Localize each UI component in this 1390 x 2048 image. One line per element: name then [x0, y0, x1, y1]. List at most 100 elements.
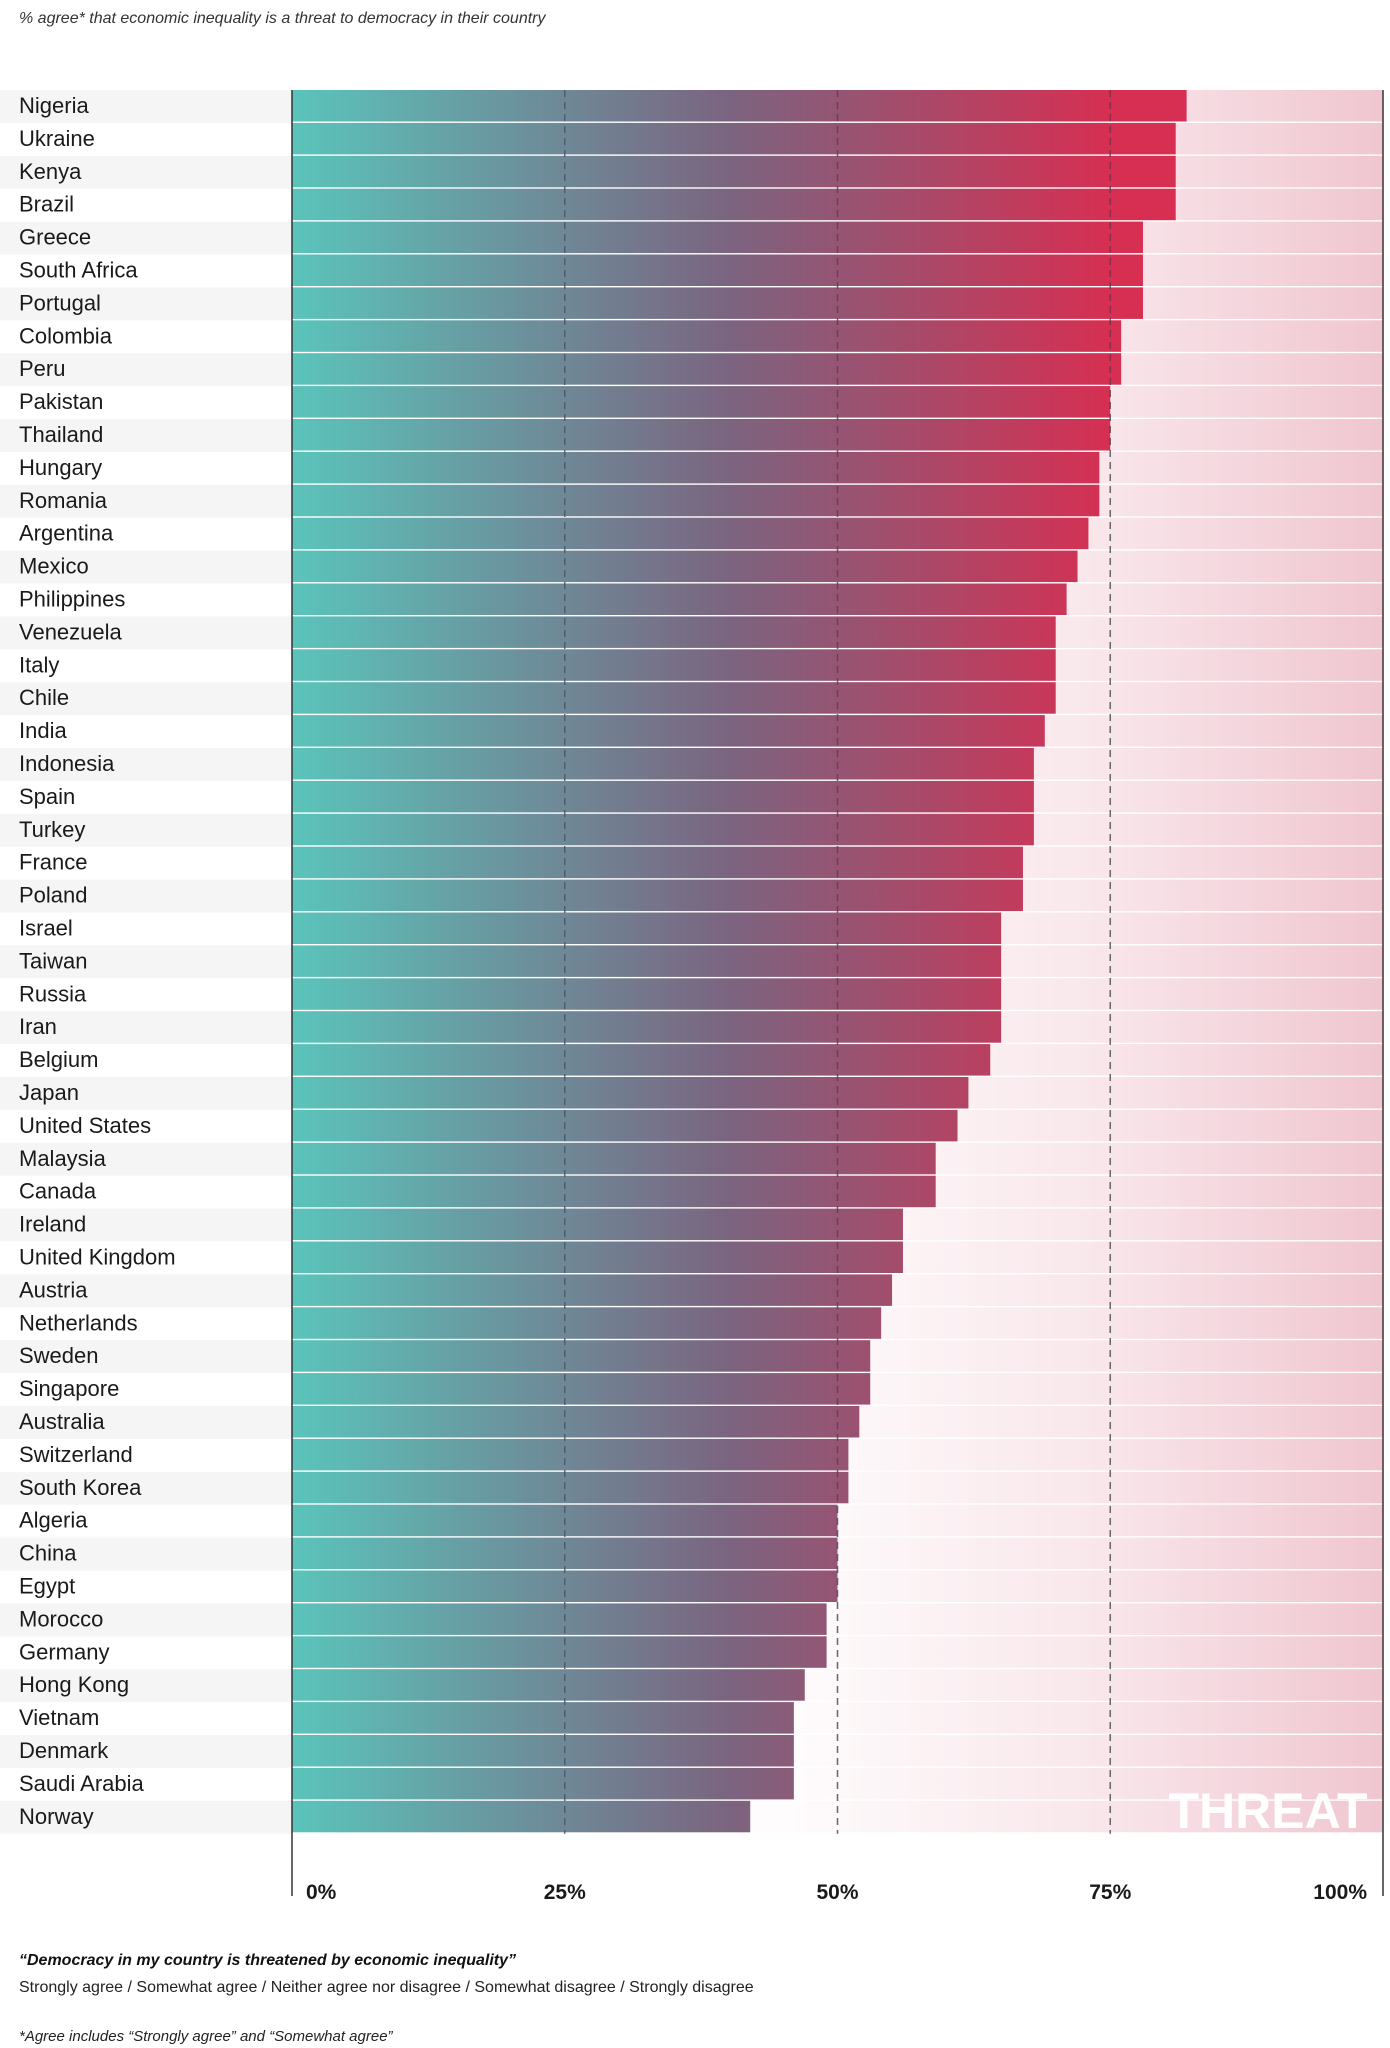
row-stripe — [0, 419, 292, 452]
row-stripe — [0, 1406, 292, 1439]
country-label: Brazil — [19, 192, 74, 217]
bar-singapore — [292, 1373, 871, 1405]
bar-algeria — [292, 1504, 838, 1537]
bar-argentina — [292, 517, 1089, 550]
x-tick-label: 0% — [306, 1881, 337, 1904]
country-label: Norway — [19, 1804, 94, 1829]
row-stripe — [0, 879, 292, 913]
row-stripe — [0, 1735, 292, 1768]
row-stripe — [0, 353, 292, 387]
row-stripe — [0, 221, 292, 255]
bar-switzerland — [292, 1438, 849, 1471]
x-tick-label: 50% — [816, 1881, 858, 1904]
row-stripe — [0, 1011, 292, 1045]
country-label: Iran — [19, 1014, 57, 1039]
country-label: Ireland — [19, 1212, 86, 1237]
country-label: Singapore — [19, 1376, 119, 1401]
country-label: Hong Kong — [19, 1672, 129, 1697]
country-label: Mexico — [19, 554, 89, 579]
chart-subtitle: % agree* that economic inequality is a t… — [19, 10, 546, 27]
bar-venezuela — [292, 616, 1056, 648]
row-stripe — [0, 287, 292, 321]
country-label: Romania — [19, 488, 108, 513]
bar-canada — [292, 1175, 936, 1208]
bar-chile — [292, 682, 1056, 714]
bar-japan — [292, 1077, 969, 1109]
country-label: Philippines — [19, 587, 125, 612]
country-label: Japan — [19, 1080, 79, 1105]
bar-france — [292, 846, 1023, 879]
bar-indonesia — [292, 748, 1034, 780]
row-stripe — [0, 616, 292, 650]
bar-india — [292, 715, 1045, 747]
bar-romania — [292, 484, 1100, 517]
country-label: Italy — [19, 652, 59, 677]
row-stripe — [0, 90, 292, 123]
country-label: Saudi Arabia — [19, 1771, 145, 1796]
country-label: Belgium — [19, 1047, 98, 1072]
bar-italy — [292, 649, 1056, 681]
bar-norway — [292, 1800, 751, 1833]
country-label: Netherlands — [19, 1310, 138, 1335]
bar-hong-kong — [292, 1669, 805, 1701]
bar-colombia — [292, 320, 1122, 352]
bar-belgium — [292, 1044, 991, 1076]
x-tick-label: 100% — [1313, 1881, 1367, 1904]
country-label: Peru — [19, 356, 65, 381]
country-label: Morocco — [19, 1606, 103, 1631]
bar-netherlands — [292, 1307, 882, 1339]
country-label: France — [19, 850, 87, 875]
bar-russia — [292, 978, 1002, 1010]
bar-egypt — [292, 1570, 838, 1602]
country-label: Austria — [19, 1277, 88, 1302]
row-stripe — [0, 1274, 292, 1308]
country-label: Egypt — [19, 1574, 75, 1599]
country-label: Canada — [19, 1179, 97, 1204]
country-label: China — [19, 1541, 77, 1566]
country-label: Colombia — [19, 323, 113, 348]
bar-mexico — [292, 550, 1078, 583]
country-label: Kenya — [19, 159, 82, 184]
bar-sweden — [292, 1340, 871, 1372]
bar-south-korea — [292, 1471, 849, 1504]
row-stripe — [0, 155, 292, 189]
bar-portugal — [292, 287, 1143, 319]
bar-south-africa — [292, 254, 1143, 286]
bar-chart: Nigeria Ukraine Kenya Brazil Greece South Afr… — [0, 90, 1384, 1904]
bar-greece — [292, 221, 1143, 254]
country-label: Sweden — [19, 1343, 99, 1368]
bar-saudi-arabia — [292, 1767, 794, 1800]
threat-annotation: THREAT — [1168, 1783, 1367, 1839]
row-stripe — [0, 1471, 292, 1505]
country-label: Israel — [19, 916, 73, 941]
country-label: Nigeria — [19, 93, 89, 118]
row-stripe — [0, 1208, 292, 1242]
bar-israel — [292, 912, 1002, 944]
bar-vietnam — [292, 1702, 794, 1734]
footnote: *Agree includes “Strongly agree” and “So… — [19, 2028, 393, 2045]
row-stripe — [0, 1800, 292, 1834]
bar-united-states — [292, 1109, 958, 1142]
country-label: Germany — [19, 1639, 109, 1664]
country-label: Russia — [19, 981, 87, 1006]
country-label: Denmark — [19, 1738, 109, 1763]
row-stripe — [0, 1340, 292, 1374]
country-label: Argentina — [19, 521, 114, 546]
bar-poland — [292, 879, 1023, 912]
x-tick-label: 25% — [544, 1881, 586, 1904]
bar-pakistan — [292, 386, 1111, 418]
country-label: Vietnam — [19, 1705, 99, 1730]
row-stripe — [0, 682, 292, 716]
row-stripe — [0, 1603, 292, 1637]
bar-peru — [292, 353, 1122, 385]
x-tick-label: 75% — [1089, 1881, 1131, 1904]
row-stripe — [0, 748, 292, 781]
bar-denmark — [292, 1735, 794, 1767]
bar-iran — [292, 1011, 1002, 1043]
country-label: Portugal — [19, 290, 101, 315]
bar-malaysia — [292, 1142, 936, 1175]
country-label: Chile — [19, 685, 69, 710]
bar-kenya — [292, 155, 1176, 188]
country-label: Algeria — [19, 1508, 88, 1533]
country-label: Thailand — [19, 422, 103, 447]
